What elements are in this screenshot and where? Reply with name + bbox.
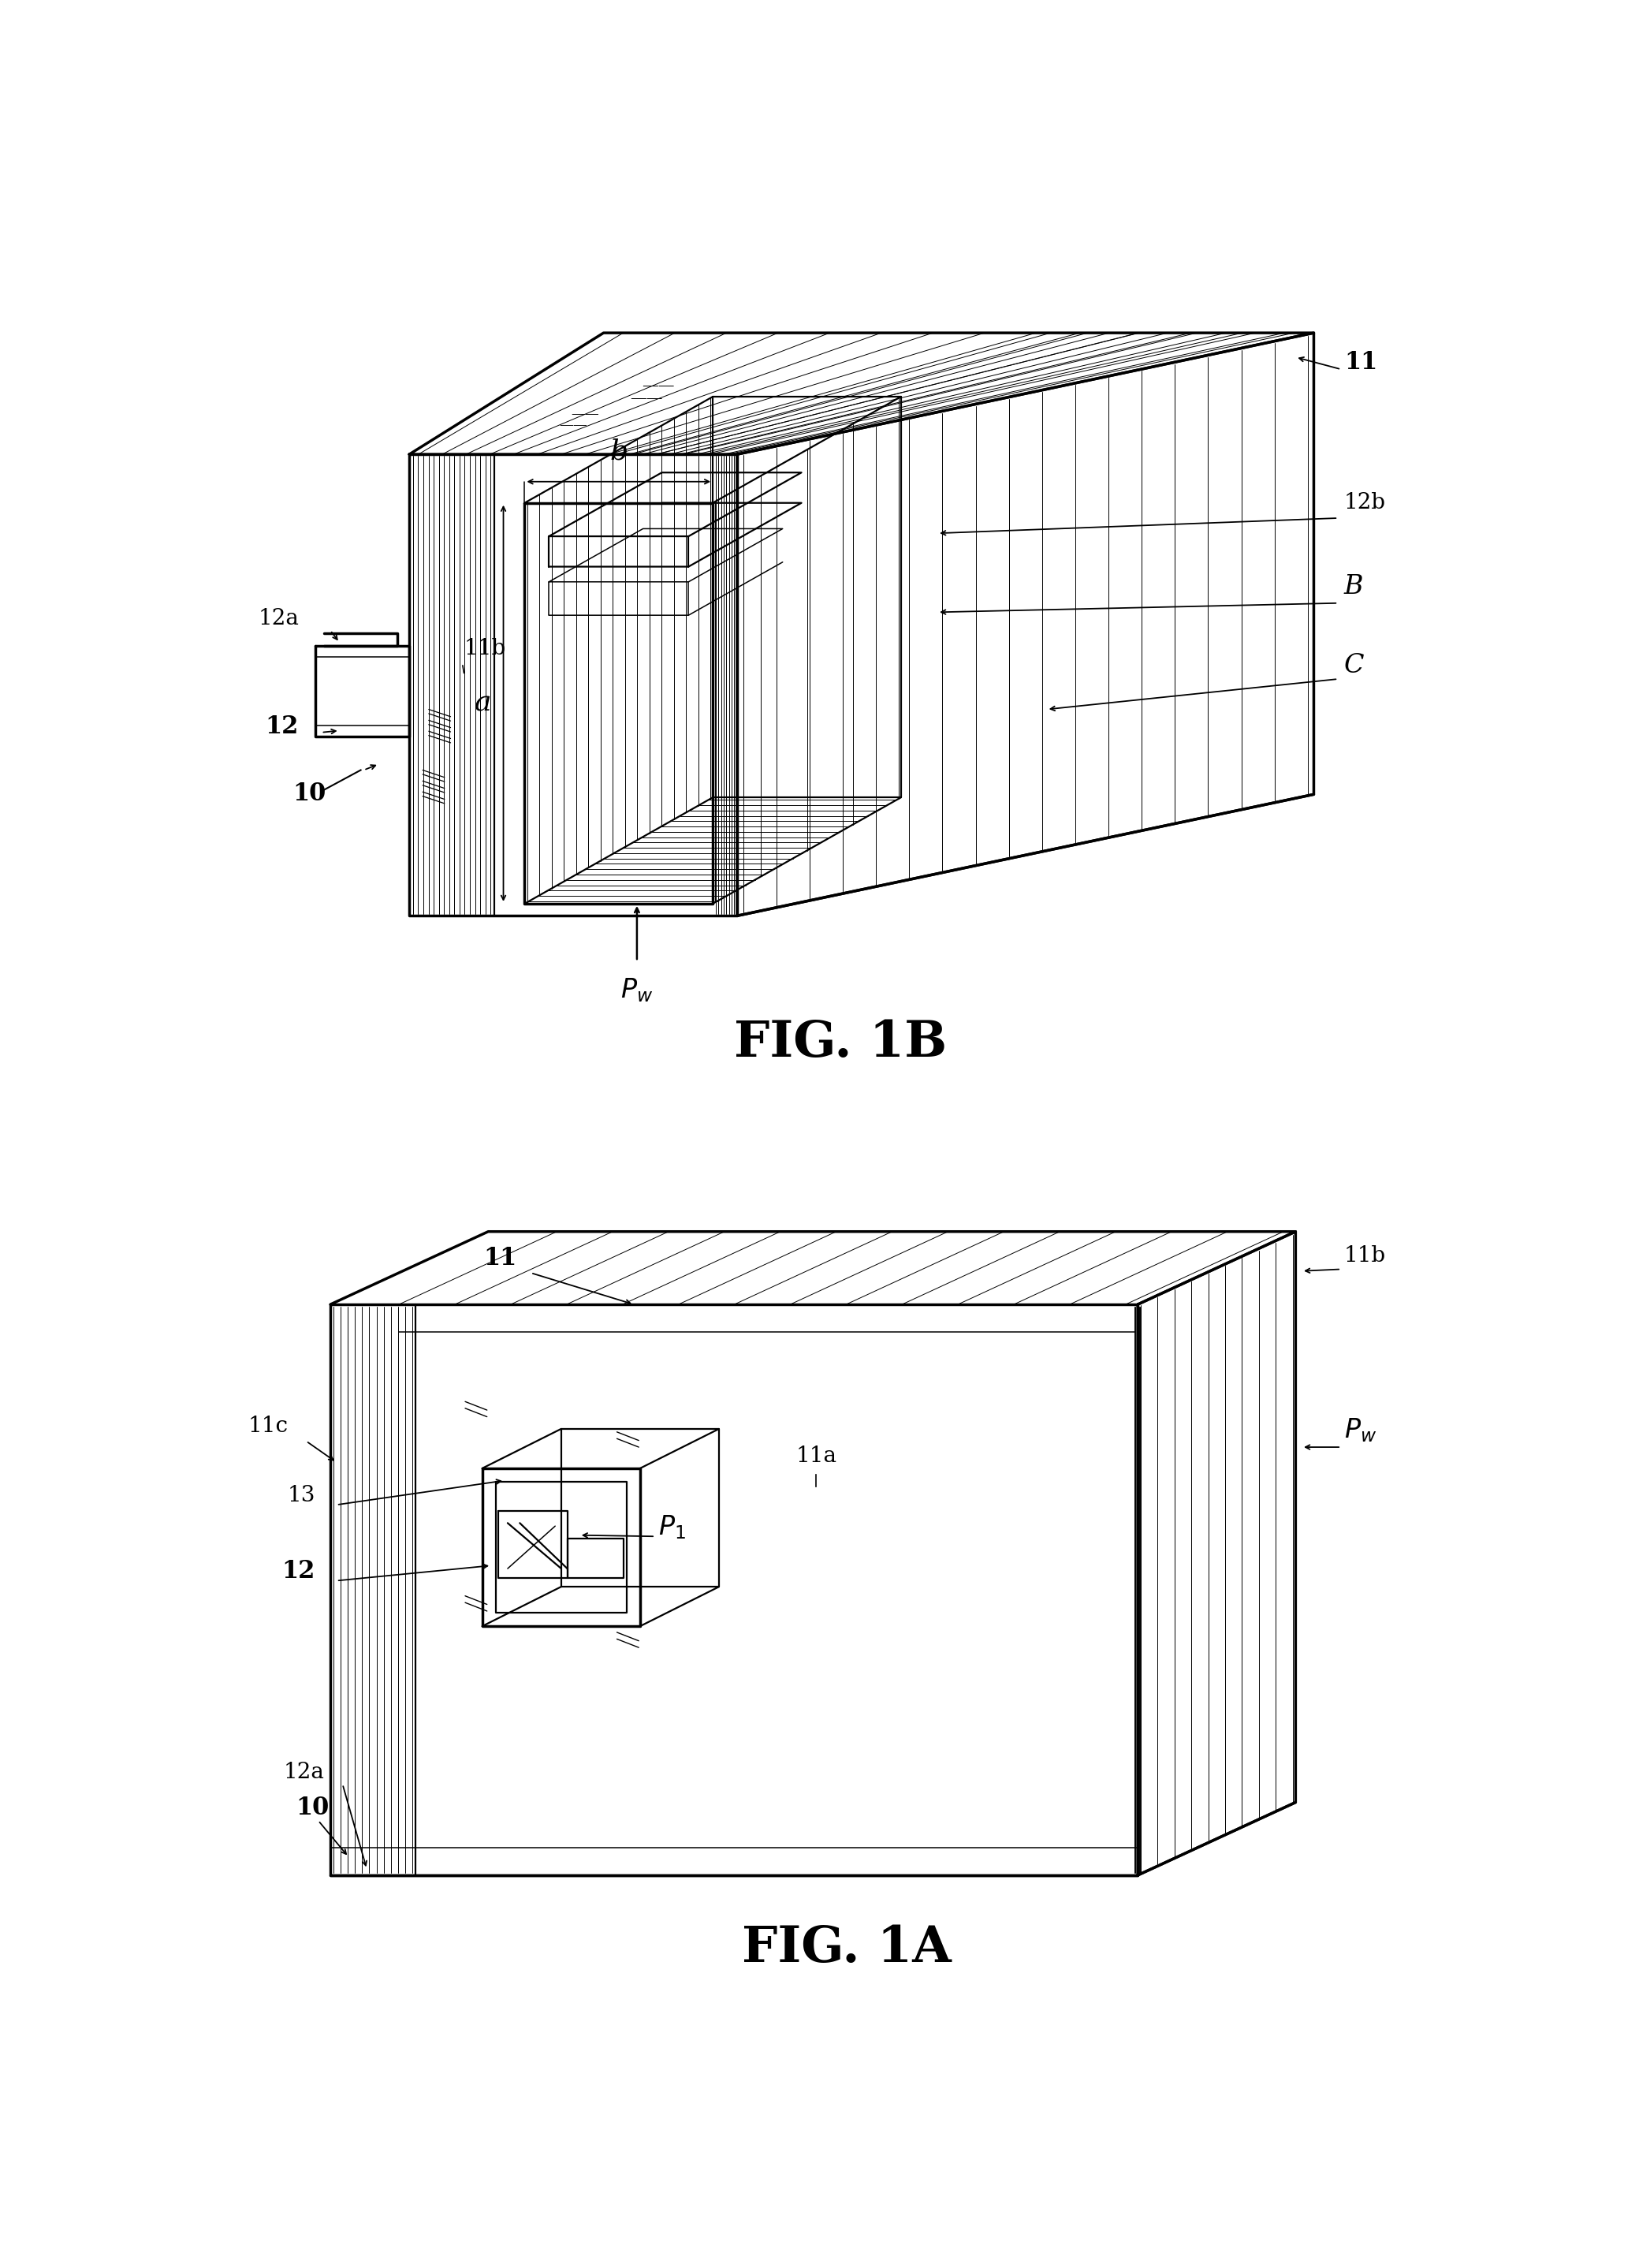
- Text: 12: 12: [282, 1558, 315, 1583]
- Text: FIG. 1B: FIG. 1B: [734, 1018, 947, 1068]
- Text: B: B: [1344, 574, 1364, 599]
- Text: ——: ——: [629, 390, 662, 406]
- Text: 11b: 11b: [464, 637, 506, 660]
- Text: ——: ——: [642, 379, 675, 395]
- Text: 10: 10: [295, 1796, 329, 1819]
- Text: b: b: [610, 438, 628, 465]
- Text: ——: ——: [559, 417, 587, 431]
- Text: 13: 13: [287, 1486, 315, 1506]
- Text: $P_w$: $P_w$: [621, 978, 654, 1005]
- Text: 10: 10: [292, 782, 326, 805]
- Text: 11: 11: [484, 1245, 516, 1270]
- Text: $P_1$: $P_1$: [659, 1513, 685, 1542]
- Text: C: C: [1344, 653, 1364, 678]
- Text: 11b: 11b: [1344, 1245, 1387, 1266]
- Text: 12b: 12b: [1344, 492, 1387, 515]
- Text: 11c: 11c: [247, 1415, 288, 1436]
- Text: 11a: 11a: [795, 1445, 836, 1467]
- Text: a: a: [474, 689, 492, 717]
- Text: 12a: 12a: [257, 608, 298, 628]
- Text: 12: 12: [266, 714, 298, 739]
- Text: ——: ——: [572, 406, 600, 422]
- Text: 12a: 12a: [284, 1762, 325, 1783]
- Text: FIG. 1A: FIG. 1A: [741, 1923, 951, 1971]
- Text: 11: 11: [1344, 349, 1377, 374]
- Text: $P_w$: $P_w$: [1344, 1418, 1377, 1445]
